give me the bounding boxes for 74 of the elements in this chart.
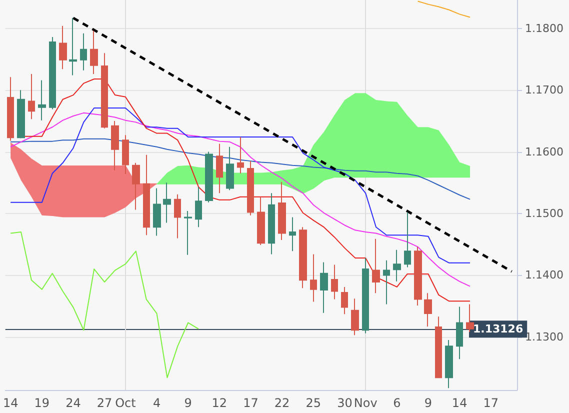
y-tick-label: 1.1300 (525, 330, 564, 344)
candlestick (456, 306, 463, 360)
candlestick (195, 186, 202, 228)
candlestick (247, 160, 254, 216)
x-tick-label: 14 (2, 396, 18, 410)
y-tick-label: 1.1800 (525, 22, 564, 35)
candlestick (278, 182, 286, 241)
candlestick (268, 192, 275, 255)
candlestick (174, 194, 181, 239)
line-series (10, 112, 471, 287)
candlestick (372, 238, 380, 294)
candlestick (414, 246, 422, 306)
line-series (10, 232, 200, 378)
x-tick-label: 22 (274, 396, 290, 410)
candlestick (435, 316, 442, 378)
x-tick-label: 4 (152, 396, 161, 410)
candlestick (341, 286, 348, 315)
candlestick (17, 90, 25, 139)
candlestick (351, 298, 359, 336)
x-tick-label: Nov (354, 396, 378, 410)
candlestick (38, 80, 46, 121)
candlestick (111, 120, 119, 171)
candlestick (7, 76, 14, 142)
x-tick-label: 9 (184, 396, 192, 410)
y-tick-label: 1.1500 (525, 207, 564, 220)
line-series (417, 0, 471, 18)
candlestick (362, 257, 369, 334)
candlestick (445, 340, 453, 389)
x-tick-label: 17 (483, 396, 499, 410)
x-tick-label: 30 (337, 396, 352, 410)
line-series (10, 107, 471, 264)
candlestick (101, 52, 108, 129)
x-tick-label: 17 (243, 396, 258, 410)
candlestick (132, 162, 140, 210)
candlestick (90, 30, 98, 75)
candlestick (69, 17, 77, 76)
candlestick (216, 143, 223, 194)
candlestick (80, 32, 87, 71)
x-tick-label: 6 (393, 396, 401, 410)
candlestick (153, 188, 161, 236)
x-tick-label: 19 (34, 396, 50, 410)
candlestick (393, 249, 401, 282)
y-tick-label: 1.1400 (525, 268, 564, 282)
x-tick-label: 24 (66, 396, 81, 410)
candlestick (466, 304, 474, 332)
candlestick (237, 136, 244, 174)
candlestick (424, 292, 432, 327)
x-tick-label: 25 (306, 396, 322, 410)
candlestick (59, 25, 67, 70)
x-tick-label: Oct (115, 396, 136, 410)
candlestick (310, 254, 317, 302)
y-tick-label: 1.1600 (525, 145, 564, 158)
candlestick (28, 74, 35, 120)
candlestick (205, 151, 213, 203)
candlestick (49, 36, 56, 110)
ref-line-label: 1.13126 (473, 322, 524, 336)
candlestick (383, 260, 390, 305)
candlestick (122, 134, 129, 175)
candlestick (163, 182, 171, 224)
candlestick (143, 154, 150, 236)
candlestick (299, 226, 307, 289)
candlestick (289, 216, 296, 252)
candlestick (257, 196, 265, 246)
x-tick-label: 9 (424, 396, 432, 410)
candlestick (320, 262, 328, 314)
candlestick (226, 146, 234, 191)
x-tick-label: 27 (96, 396, 112, 410)
x-tick-label: 14 (452, 396, 468, 410)
candlestick (404, 212, 411, 268)
x-tick-label: 12 (212, 396, 228, 410)
y-tick-label: 1.1700 (525, 84, 564, 97)
line-series (10, 138, 471, 200)
candlestick (331, 264, 338, 300)
candlestick (184, 210, 192, 256)
